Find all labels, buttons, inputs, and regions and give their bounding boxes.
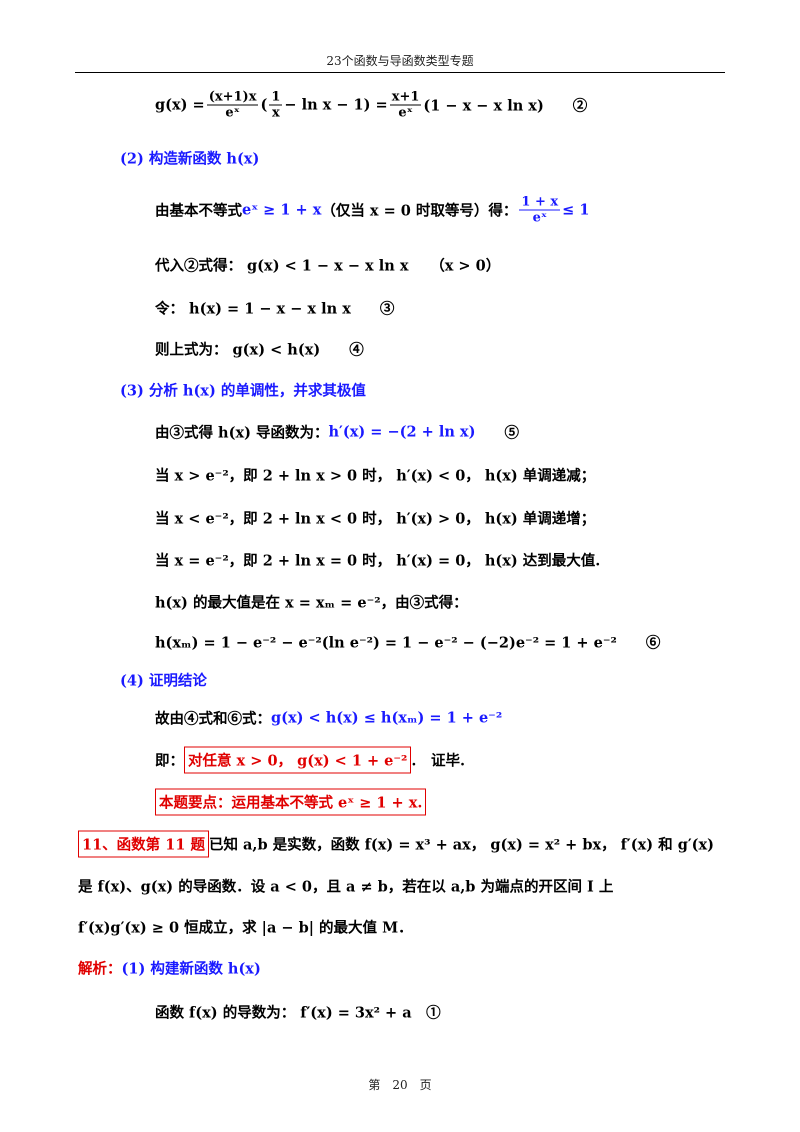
text-segment: f′(x)g′(x) ≥ 0 恒成立，求 |a − b| 的最大值 M． xyxy=(78,919,413,937)
text-segment: (4) 证明结论 xyxy=(120,672,207,690)
text-segment: 已知 a,b 是实数，函数 f(x) = x³ + ax， g(x) = x² … xyxy=(208,836,715,854)
text-segment: eˣ ≥ 1 + x xyxy=(242,201,322,219)
boxed-text: 对任意 x > 0， g(x) < 1 + e⁻² xyxy=(184,746,412,774)
text-line: 当 x = e⁻²，即 2 + ln x = 0 时， h′(x) = 0， h… xyxy=(155,550,600,571)
text-line: h(xₘ) = 1 − e⁻² − e⁻²(ln e⁻²) = 1 − e⁻² … xyxy=(155,632,660,653)
fraction: 1 + x eˣ xyxy=(519,194,561,226)
text-segment: ( xyxy=(260,96,268,114)
fraction: x+1 eˣ xyxy=(389,89,422,121)
header-title: 23个函数与导函数类型专题 xyxy=(326,54,474,68)
text-line: 本题要点：运用基本不等式 eˣ ≥ 1 + x. xyxy=(155,788,427,816)
text-segment: 解析： xyxy=(78,960,122,978)
page-number: 第 20 页 xyxy=(368,1078,432,1092)
text-segment: g(x) < h(x) ≤ h(xₘ) = 1 + e⁻² xyxy=(271,709,503,727)
text-segment: 是 f(x)、g(x) 的导函数．设 a < 0，且 a ≠ b，若在以 a,b… xyxy=(78,878,614,896)
text-line: 故由④式和⑥式： g(x) < h(x) ≤ h(xₘ) = 1 + e⁻² xyxy=(155,708,502,729)
header-rule xyxy=(75,72,725,73)
text-line: f′(x)g′(x) ≥ 0 恒成立，求 |a − b| 的最大值 M． xyxy=(78,917,413,938)
text-segment: 即： xyxy=(155,752,184,770)
text-line: 即： 对任意 x > 0， g(x) < 1 + e⁻². 证毕. xyxy=(155,746,465,774)
text-line: 令： h(x) = 1 − x − x ln x ③ xyxy=(155,298,394,319)
text-line: 代入②式得： g(x) < 1 − x − x ln x （x > 0） xyxy=(155,255,500,276)
text-segment: 故由④式和⑥式： xyxy=(155,710,271,728)
text-segment: 则上式为： g(x) < h(x) ④ xyxy=(155,341,364,359)
text-line: 是 f(x)、g(x) 的导函数．设 a < 0，且 a ≠ b，若在以 a,b… xyxy=(78,876,613,897)
text-line: (3) 分析 h(x) 的单调性，并求其极值 xyxy=(120,380,366,401)
numerator: 1 + x xyxy=(519,194,561,211)
text-line: 则上式为： g(x) < h(x) ④ xyxy=(155,339,364,360)
text-segment: − ln x − 1) = xyxy=(284,96,388,114)
text-segment: (3) 分析 h(x) 的单调性，并求其极值 xyxy=(120,382,366,400)
text-segment: ⑤ xyxy=(475,424,519,442)
text-segment: 由基本不等式 xyxy=(155,202,242,220)
text-segment: . 证毕. xyxy=(411,752,465,770)
text-segment: 令： h(x) = 1 − x − x ln x ③ xyxy=(155,300,395,318)
text-segment: (2) 构造新函数 h(x) xyxy=(120,150,260,168)
text-segment: 由③式得 h(x) 导函数为： xyxy=(155,424,329,442)
denominator: x xyxy=(271,105,280,121)
text-segment: 当 x = e⁻²，即 2 + ln x = 0 时， h′(x) = 0， h… xyxy=(155,552,601,570)
numerator: x+1 xyxy=(389,89,422,106)
text-segment: h(x) 的最大值是在 x = xₘ = e⁻²，由③式得： xyxy=(155,594,468,612)
fraction: (x+1)x eˣ xyxy=(206,89,259,121)
text-segment: 函数 f(x) 的导数为： f′(x) = 3x² + a ① xyxy=(155,1004,441,1022)
denominator: eˣ xyxy=(225,105,240,121)
text-line: 函数 f(x) 的导数为： f′(x) = 3x² + a ① xyxy=(155,1002,441,1023)
numerator: (x+1)x xyxy=(206,89,259,106)
text-segment: 当 x < e⁻²，即 2 + ln x < 0 时， h′(x) > 0， h… xyxy=(155,510,596,528)
text-line: h(x) 的最大值是在 x = xₘ = e⁻²，由③式得： xyxy=(155,592,468,613)
text-line: (2) 构造新函数 h(x) xyxy=(120,148,259,169)
text-segment: h(xₘ) = 1 − e⁻² − e⁻²(ln e⁻²) = 1 − e⁻² … xyxy=(155,634,661,652)
text-segment: (1) 构建新函数 h(x) xyxy=(121,960,261,978)
denominator: eˣ xyxy=(532,210,548,226)
boxed-text: 本题要点：运用基本不等式 eˣ ≥ 1 + x. xyxy=(155,788,427,816)
text-line: g(x) = (x+1)x eˣ(1 x − ln x − 1) = x+1 eˣ (1… xyxy=(155,90,587,121)
text-line: (4) 证明结论 xyxy=(120,670,207,691)
text-segment: （仅当 x = 0 时取等号）得： xyxy=(321,202,518,220)
text-segment: g(x) = xyxy=(155,96,205,114)
text-line: 由③式得 h(x) 导函数为： h′(x) = −(2 + ln x) ⑤ xyxy=(155,422,519,443)
text-line: 当 x < e⁻²，即 2 + ln x < 0 时， h′(x) > 0， h… xyxy=(155,508,595,529)
text-segment: h′(x) = −(2 + ln x) xyxy=(328,423,476,441)
text-line: 当 x > e⁻²，即 2 + ln x > 0 时， h′(x) < 0， h… xyxy=(155,465,595,486)
text-segment: (1 − x − x ln x) ② xyxy=(423,97,588,115)
numerator: 1 xyxy=(269,89,283,106)
text-line: 11、函数第 11 题已知 a,b 是实数，函数 f(x) = x³ + ax，… xyxy=(78,830,715,858)
text-line: 解析： (1) 构建新函数 h(x) xyxy=(78,958,261,979)
text-segment: 当 x > e⁻²，即 2 + ln x > 0 时， h′(x) < 0， h… xyxy=(155,467,596,485)
boxed-text: 11、函数第 11 题 xyxy=(78,830,209,858)
denominator: eˣ xyxy=(398,105,413,121)
text-segment: 代入②式得： g(x) < 1 − x − x ln x （x > 0） xyxy=(155,257,501,275)
text-segment: ≤ 1 xyxy=(562,201,590,219)
